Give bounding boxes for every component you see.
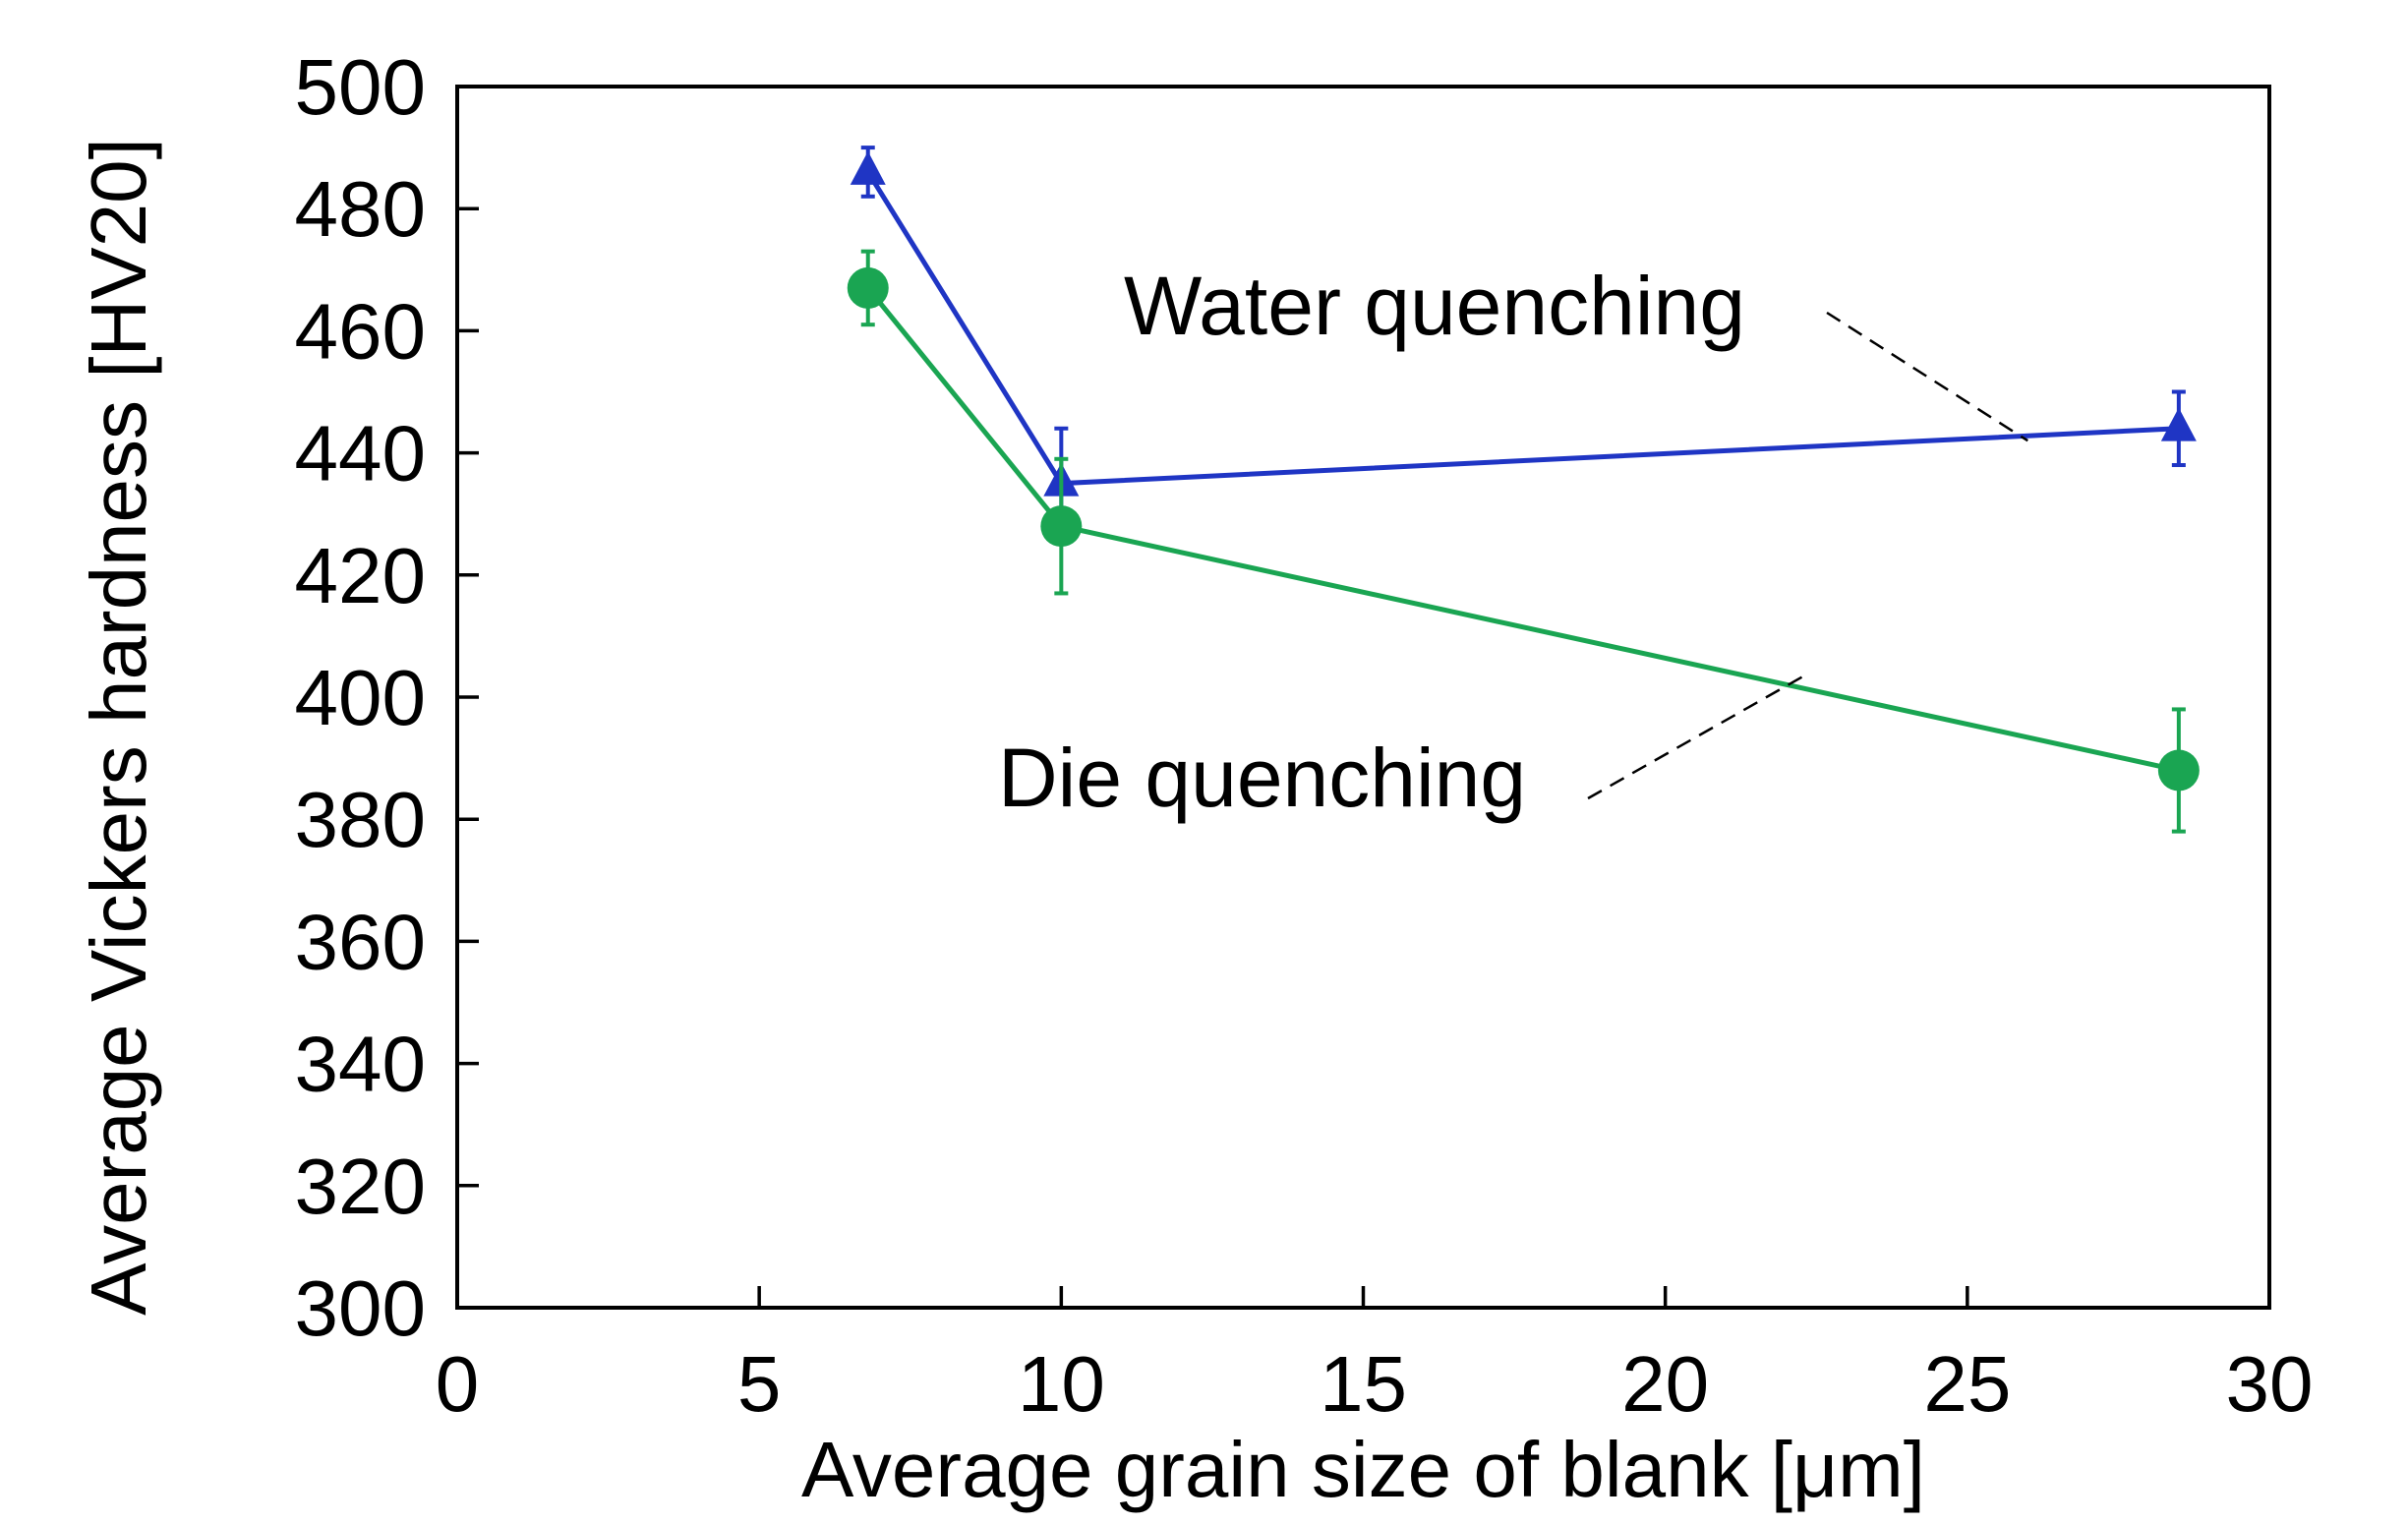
water-quenching-annotation: Water quenching bbox=[1124, 260, 1745, 352]
y-axis-title: Average Vickers hardness [HV20] bbox=[75, 138, 162, 1316]
annotation-layer: Water quenching Die quenching bbox=[998, 260, 2028, 824]
die-quenching-marker bbox=[1040, 505, 1083, 548]
water-quenching-leader-line bbox=[1826, 311, 2028, 442]
y-tick-label: 300 bbox=[295, 1264, 426, 1352]
y-tick-label: 480 bbox=[295, 165, 426, 253]
y-tick-label: 460 bbox=[295, 287, 426, 375]
x-tick-label: 0 bbox=[436, 1340, 480, 1428]
y-tick-label: 360 bbox=[295, 898, 426, 985]
y-tick-label: 420 bbox=[295, 532, 426, 619]
water-quenching-marker bbox=[850, 150, 886, 185]
x-tick-label: 15 bbox=[1320, 1340, 1407, 1428]
x-tick-label: 5 bbox=[737, 1340, 782, 1428]
y-tick-label: 320 bbox=[295, 1143, 426, 1230]
x-tick-label: 30 bbox=[2226, 1340, 2314, 1428]
x-tick-label: 25 bbox=[1923, 1340, 2011, 1428]
die-quenching-marker bbox=[2157, 749, 2200, 792]
x-tick-label: 20 bbox=[1621, 1340, 1709, 1428]
y-tick-label: 500 bbox=[295, 43, 426, 131]
x-tick-label: 10 bbox=[1018, 1340, 1105, 1428]
y-tick-label: 340 bbox=[295, 1021, 426, 1108]
series-layer bbox=[847, 146, 2200, 834]
die-quenching-leader-line bbox=[1587, 675, 1805, 800]
die-quenching-annotation: Die quenching bbox=[998, 732, 1526, 824]
die-quenching-series bbox=[847, 249, 2200, 834]
water-quenching-marker bbox=[2160, 407, 2197, 441]
y-tick-label: 440 bbox=[295, 410, 426, 498]
y-tick-label: 380 bbox=[295, 776, 426, 863]
x-axis-title: Average grain size of blank [μm] bbox=[801, 1426, 1925, 1513]
die-quenching-marker bbox=[847, 266, 889, 309]
axes-layer: Average grain size of blank [μm] Average… bbox=[75, 43, 2313, 1513]
y-tick-label: 400 bbox=[295, 654, 426, 741]
